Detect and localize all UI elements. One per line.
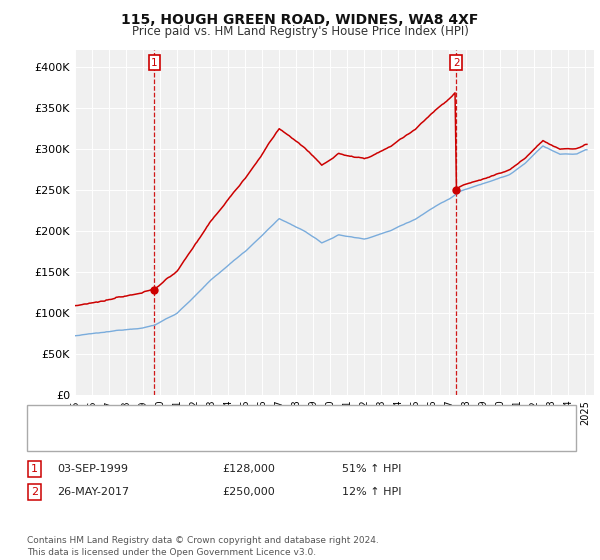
Text: 115, HOUGH GREEN ROAD, WIDNES, WA8 4XF: 115, HOUGH GREEN ROAD, WIDNES, WA8 4XF [121, 13, 479, 27]
Text: 26-MAY-2017: 26-MAY-2017 [57, 487, 129, 497]
Text: Price paid vs. HM Land Registry's House Price Index (HPI): Price paid vs. HM Land Registry's House … [131, 25, 469, 38]
Text: HPI: Average price, detached house, Halton: HPI: Average price, detached house, Halt… [78, 436, 305, 446]
Text: Contains HM Land Registry data © Crown copyright and database right 2024.
This d: Contains HM Land Registry data © Crown c… [27, 536, 379, 557]
Text: 12% ↑ HPI: 12% ↑ HPI [342, 487, 401, 497]
Text: 03-SEP-1999: 03-SEP-1999 [57, 464, 128, 474]
Text: £128,000: £128,000 [222, 464, 275, 474]
Text: £250,000: £250,000 [222, 487, 275, 497]
Text: 1: 1 [151, 58, 158, 68]
Text: 1: 1 [31, 464, 38, 474]
Text: 115, HOUGH GREEN ROAD, WIDNES, WA8 4XF (detached house): 115, HOUGH GREEN ROAD, WIDNES, WA8 4XF (… [78, 413, 413, 423]
Text: 2: 2 [453, 58, 460, 68]
Text: 51% ↑ HPI: 51% ↑ HPI [342, 464, 401, 474]
Text: 2: 2 [31, 487, 38, 497]
